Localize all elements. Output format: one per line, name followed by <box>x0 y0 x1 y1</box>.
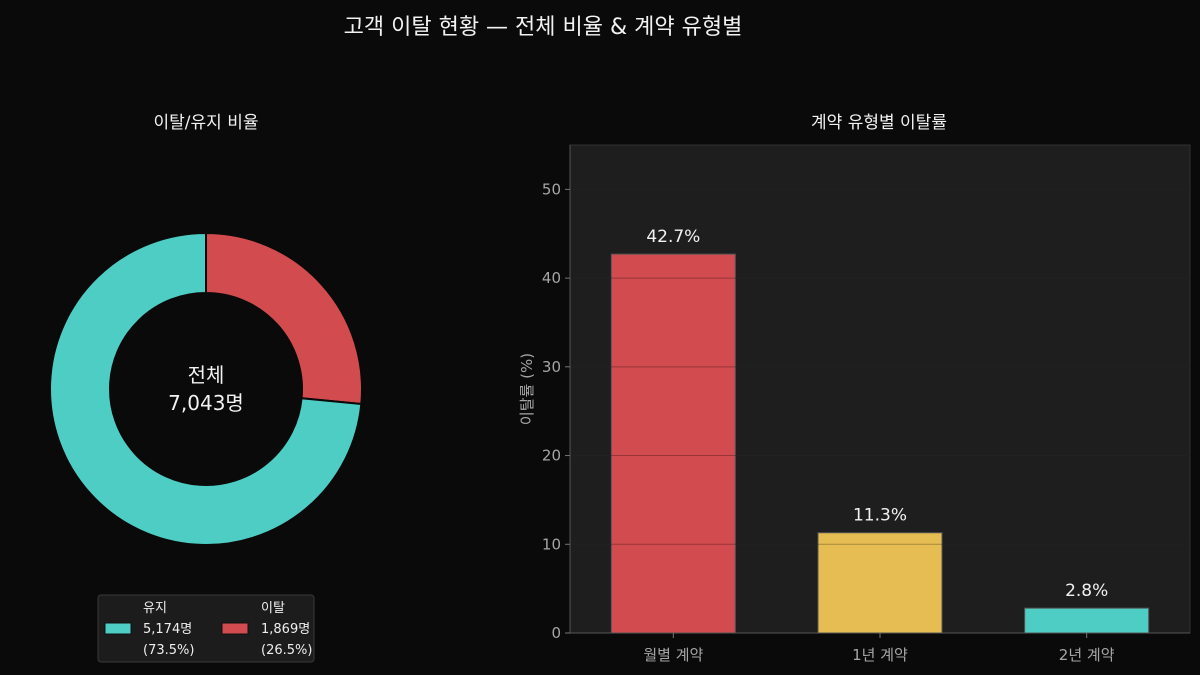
donut-slices <box>49 231 363 546</box>
y-axis-label: 이탈률 (%) <box>518 353 536 425</box>
bar-overlay-grid <box>570 188 1190 545</box>
bar-value-labels: 42.7% 11.3% 2.8% <box>646 227 1108 601</box>
bar-chart-title: 계약 유형별 이탈률 <box>811 113 947 133</box>
bar-value-label: 2.8% <box>1065 581 1108 601</box>
y-axis: 0 10 20 30 40 50 이탈률 (%) <box>518 145 571 642</box>
bar-2 <box>817 532 943 634</box>
donut-chart: 이탈/유지 비율 전체 7,043명 유지 5,174명 (73.5%) 이탈 … <box>49 113 363 663</box>
donut-slice-retain <box>49 231 363 546</box>
legend-percent-churn: (26.5%) <box>261 643 312 658</box>
legend-swatch-churn <box>221 622 249 635</box>
bar-3 <box>1024 607 1150 634</box>
y-ticks: 0 10 20 30 40 50 <box>542 180 570 642</box>
y-tick-label: 20 <box>542 447 561 465</box>
y-tick-label: 10 <box>542 535 561 553</box>
bars <box>610 253 1150 634</box>
donut-center-label-line2: 7,043명 <box>168 391 244 415</box>
donut-slice-churn <box>205 231 363 406</box>
y-tick-label: 40 <box>542 269 561 287</box>
donut-center-label-line1: 전체 <box>188 363 225 387</box>
bar-value-label: 42.7% <box>646 227 700 247</box>
y-tick-label: 0 <box>551 624 561 642</box>
x-tick-label: 2년 계약 <box>1059 646 1115 664</box>
y-tick-label: 30 <box>542 358 561 376</box>
bar-value-label: 11.3% <box>853 506 907 526</box>
legend-label-churn: 이탈 <box>261 601 285 616</box>
legend-swatch-retain <box>104 622 132 635</box>
donut-legend: 유지 5,174명 (73.5%) 이탈 1,869명 (26.5%) <box>97 594 315 663</box>
legend-frame <box>97 594 315 663</box>
bar-chart: 계약 유형별 이탈률 42.7% 11.3% 2.8% 0 10 20 30 40 50 이탈… <box>518 113 1191 664</box>
legend-percent-retain: (73.5%) <box>143 643 194 658</box>
donut-title: 이탈/유지 비율 <box>154 113 259 133</box>
x-tick-label: 1년 계약 <box>852 646 908 664</box>
y-tick-label: 50 <box>542 180 561 198</box>
x-tick-label: 월별 계약 <box>643 646 703 664</box>
figure-title: 고객 이탈 현황 — 전체 비율 & 계약 유형별 <box>344 15 743 40</box>
bar-1 <box>610 253 736 634</box>
x-axis: 월별 계약 1년 계약 2년 계약 <box>570 632 1190 664</box>
legend-count-churn: 1,869명 <box>261 622 310 637</box>
x-ticks: 월별 계약 1년 계약 2년 계약 <box>643 633 1115 664</box>
legend-label-retain: 유지 <box>143 601 167 616</box>
legend-count-retain: 5,174명 <box>143 622 192 637</box>
